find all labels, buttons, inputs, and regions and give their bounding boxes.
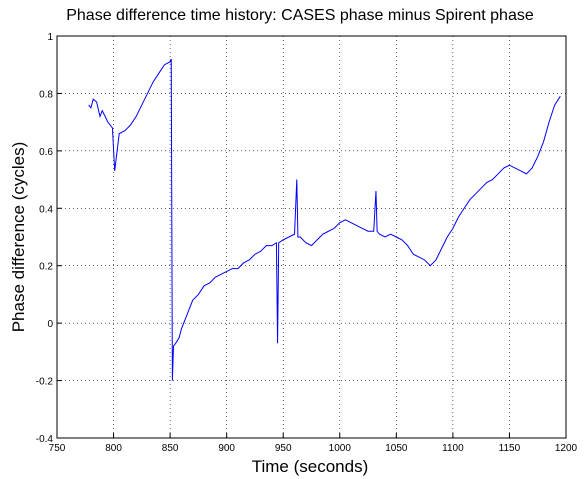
x-tick-label: 1000 [329,443,352,454]
x-tick-label: 950 [275,443,292,454]
y-tick-label: 0.2 [39,262,53,273]
x-tick-label: 750 [49,443,66,454]
x-tick-label: 1050 [385,443,408,454]
y-tick-label: 0.8 [39,89,53,100]
y-tick-label: -0.2 [36,377,54,388]
y-tick-label: 0.6 [39,147,53,158]
x-axis-label: Time (seconds) [252,457,369,476]
x-tick-label: 1150 [499,443,521,454]
y-axis-label: Phase difference (cycles) [9,142,28,333]
plot-frame [56,35,567,439]
y-tick-label: 0.4 [39,204,53,215]
x-tick-label: 800 [105,443,122,454]
x-tick-label: 850 [162,443,179,454]
chart-title: Phase difference time history: CASES pha… [66,7,534,24]
x-tick-label: 900 [218,443,235,454]
y-tick-label: 0 [47,319,53,330]
x-tick-label: 1200 [555,443,578,454]
y-tick-label: 1 [47,32,53,43]
x-tick-label: 1100 [442,443,464,454]
data-line [88,58,561,381]
y-tick-label: -0.4 [36,434,54,445]
